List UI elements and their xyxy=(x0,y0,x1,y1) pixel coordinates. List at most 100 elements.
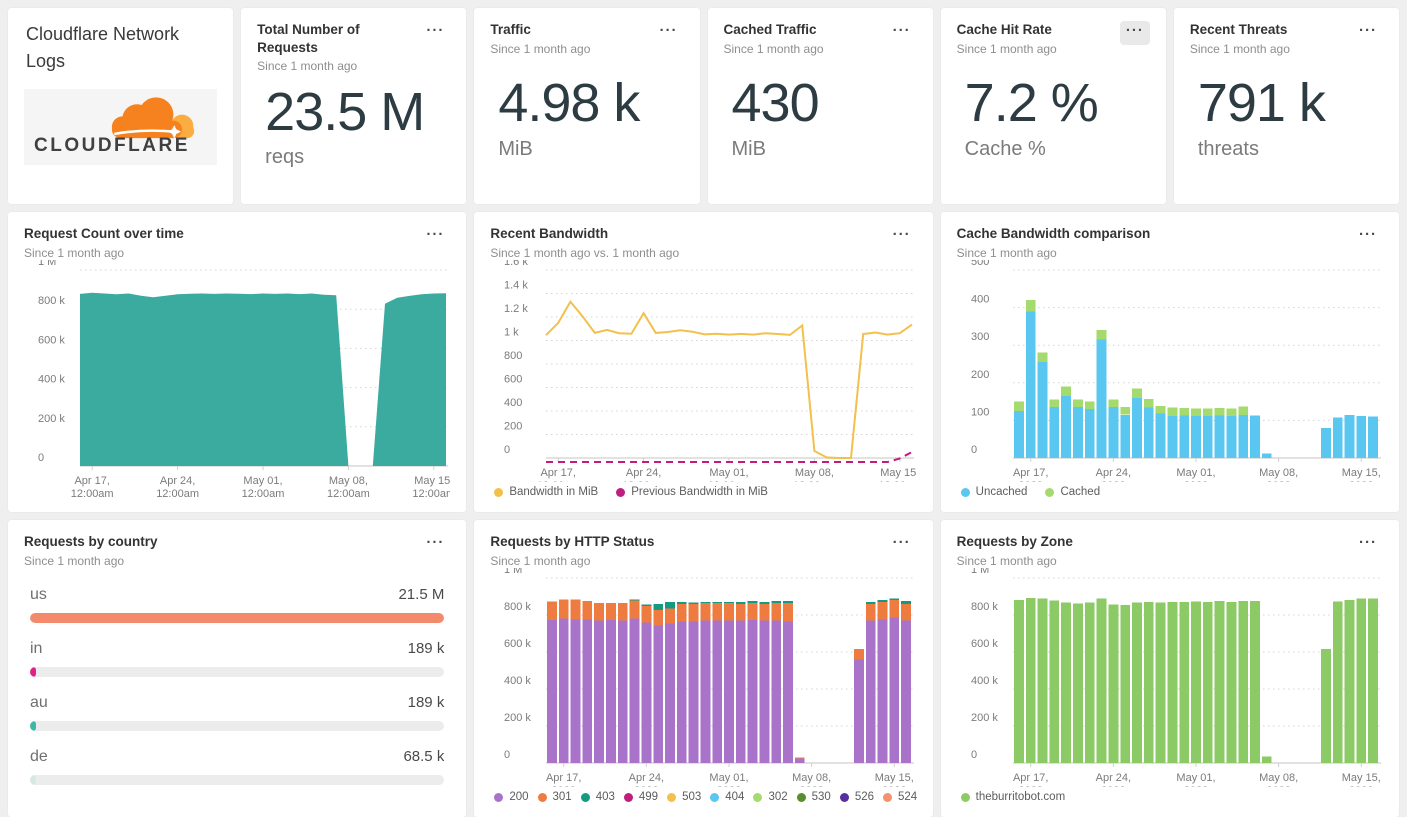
svg-text:Apr 24,: Apr 24, xyxy=(626,467,661,479)
legend-dot-icon xyxy=(623,792,633,802)
svg-text:2022: 2022 xyxy=(717,785,741,787)
legend-item[interactable]: 301 xyxy=(537,791,572,803)
legend-item[interactable]: 302 xyxy=(753,791,788,803)
svg-text:May 01,: May 01, xyxy=(1176,772,1215,784)
legend-dot-icon xyxy=(494,487,504,497)
legend-item[interactable]: theburritobot.com xyxy=(960,791,1065,803)
legend-item[interactable]: Cached xyxy=(1045,486,1100,498)
legend-label: Cached xyxy=(1060,486,1101,498)
svg-text:0: 0 xyxy=(971,749,977,761)
svg-text:2022: 2022 xyxy=(1349,785,1373,787)
stat-value: 23.5 M xyxy=(265,81,425,142)
legend-item[interactable]: Uncached xyxy=(960,486,1027,498)
panel-requests-by-http-status: Requests by HTTP Status Since 1 month ag… xyxy=(474,520,933,817)
panel-menu-button[interactable]: ··· xyxy=(892,22,911,39)
svg-text:1.2 k: 1.2 k xyxy=(504,303,528,315)
panel-menu-button[interactable]: ··· xyxy=(1119,21,1150,45)
legend-item[interactable]: 404 xyxy=(710,791,744,803)
stat-unit: MiB xyxy=(498,137,533,160)
legend-item[interactable]: 503 xyxy=(667,791,701,803)
panel-subtitle: Since 1 month ago xyxy=(257,59,358,74)
panel-cache-hit-rate: Cache Hit Rate Since 1 month ago ··· 7.2… xyxy=(940,8,1166,204)
legend-item[interactable]: 200 xyxy=(494,791,529,803)
panel-menu-button[interactable]: ··· xyxy=(892,226,911,243)
country-bar-track xyxy=(30,612,445,623)
legend-dot-icon xyxy=(1045,487,1055,497)
legend-item[interactable]: 526 xyxy=(839,791,874,803)
stat-unit: threats xyxy=(1197,137,1259,160)
panel-subtitle: Since 1 month ago xyxy=(490,553,591,568)
panel-menu-button[interactable]: ··· xyxy=(659,22,678,39)
legend-label: 503 xyxy=(682,791,702,803)
svg-text:0: 0 xyxy=(971,444,977,456)
svg-text:0: 0 xyxy=(504,444,510,456)
panel-title: Traffic xyxy=(490,22,531,37)
legend-item[interactable]: 530 xyxy=(796,791,831,803)
panel-title: Requests by HTTP Status xyxy=(490,534,655,549)
svg-text:200 k: 200 k xyxy=(38,412,65,424)
svg-text:12:00am: 12:00am xyxy=(879,480,917,482)
panel-menu-button[interactable]: ··· xyxy=(426,22,445,39)
panel-subtitle: Since 1 month ago xyxy=(956,553,1057,568)
panel-requests-by-zone: Requests by Zone Since 1 month ago ··· 1… xyxy=(940,520,1399,817)
svg-text:Apr 24,: Apr 24, xyxy=(1095,467,1130,479)
country-bar[interactable] xyxy=(30,666,36,677)
svg-text:2022: 2022 xyxy=(882,785,906,787)
svg-text:Apr 17,: Apr 17, xyxy=(1013,772,1048,784)
chart-legend: theburritobot.com xyxy=(957,787,1383,807)
svg-text:Apr 24,: Apr 24, xyxy=(1095,772,1130,784)
svg-text:300: 300 xyxy=(971,331,989,343)
svg-text:May 01,: May 01, xyxy=(1176,467,1215,479)
legend-dot-icon xyxy=(883,792,893,802)
panel-menu-button[interactable]: ··· xyxy=(426,226,445,243)
svg-text:800: 800 xyxy=(504,350,522,362)
legend-label: 530 xyxy=(811,791,831,803)
svg-text:May 15,: May 15, xyxy=(414,475,450,487)
country-bar[interactable] xyxy=(30,720,36,731)
legend-item[interactable]: Previous Bandwidth in MiB xyxy=(616,486,768,498)
legend-dot-icon xyxy=(667,792,677,802)
svg-text:Apr 24,: Apr 24, xyxy=(629,772,664,784)
svg-text:800 k: 800 k xyxy=(38,295,65,307)
stat-value: 791 k xyxy=(1197,72,1326,133)
panel-title: Requests by Zone xyxy=(956,534,1073,549)
svg-text:12:00am: 12:00am xyxy=(327,488,370,500)
panel-cached-traffic: Cached Traffic Since 1 month ago ··· 430… xyxy=(707,8,933,204)
panel-menu-button[interactable]: ··· xyxy=(1359,22,1377,39)
panel-title: Total Number of Requests xyxy=(257,22,360,55)
legend-dot-icon xyxy=(616,487,626,497)
legend-label: 301 xyxy=(552,791,572,803)
panel-subtitle: Since 1 month ago xyxy=(956,245,1057,260)
legend-label: 404 xyxy=(725,791,745,803)
request-count-area-chart[interactable]: 1 M 800 k 600 k 400 k 200 k 0 Apr 17, 12:00am Ap… xyxy=(24,260,450,502)
svg-text:2022: 2022 xyxy=(634,785,658,787)
panel-dashboard-header: Cloudflare Network Logs CLOUDFLARE xyxy=(8,8,234,204)
cloudflare-wordmark: CLOUDFLARE xyxy=(34,135,190,156)
panel-menu-button[interactable]: ··· xyxy=(1359,534,1377,551)
legend-dot-icon xyxy=(710,792,720,802)
panel-menu-button[interactable]: ··· xyxy=(892,534,911,551)
panel-recent-threats: Recent Threats Since 1 month ago ··· 791… xyxy=(1173,8,1399,204)
svg-text:12:00am: 12:00am xyxy=(242,488,285,500)
country-bar[interactable] xyxy=(30,612,445,623)
country-bar[interactable] xyxy=(30,774,36,785)
legend-item[interactable]: Bandwidth in MiB xyxy=(494,486,598,498)
panel-cache-bandwidth: Cache Bandwidth comparison Since 1 month… xyxy=(940,212,1399,512)
svg-text:2022: 2022 xyxy=(1101,785,1125,787)
panel-menu-button[interactable]: ··· xyxy=(1359,226,1377,243)
panel-subtitle: Since 1 month ago xyxy=(490,41,591,56)
panel-title: Cache Bandwidth comparison xyxy=(956,226,1151,241)
legend-item[interactable]: 499 xyxy=(623,791,658,803)
panel-menu-button[interactable]: ··· xyxy=(426,534,445,551)
legend-item[interactable]: 403 xyxy=(580,791,615,803)
svg-text:12:00am: 12:00am xyxy=(537,480,580,482)
legend-item[interactable]: 524 xyxy=(883,791,917,803)
